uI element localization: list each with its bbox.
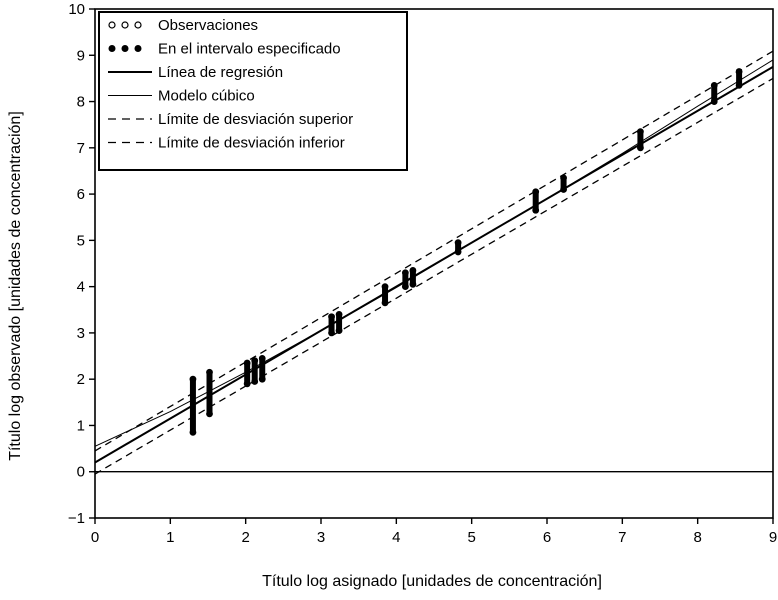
- y-tick-label: 4: [77, 279, 85, 296]
- y-tick-label: 1: [77, 417, 85, 434]
- y-tick-label: 6: [77, 186, 85, 203]
- x-tick-label: 9: [769, 529, 777, 546]
- filled-circle-icon: [108, 45, 116, 52]
- x-tick-label: 2: [241, 529, 249, 546]
- x-axis-label: Título log asignado [unidades de concent…: [262, 573, 602, 590]
- open-circle-icon: [108, 21, 116, 29]
- y-tick-label: 9: [77, 47, 85, 64]
- in-range-point: [243, 359, 251, 367]
- legend-item: Observaciones: [108, 17, 258, 34]
- y-tick-label: −1: [68, 510, 85, 527]
- plot-frame: [94, 8, 774, 519]
- y-tick-label: 2: [77, 371, 85, 388]
- in-range-point: [206, 410, 213, 418]
- filled-circle-icon: [121, 45, 129, 52]
- axes-layer: 0 1 2 3 4 5 6 7 8 9 −1 0 1 2 3 4 5 6 7 8 9 10: [68, 1, 777, 546]
- in-range-point: [189, 428, 197, 436]
- lower-deviation-limit-line: [94, 77, 774, 475]
- in-range-point: [532, 188, 540, 196]
- in-range-point: [401, 269, 409, 277]
- legend-label: Observaciones: [158, 17, 258, 34]
- legend-item: Línea de regresión: [108, 64, 283, 81]
- in-range-point: [328, 313, 335, 321]
- in-range-point: [532, 206, 540, 214]
- in-range-point: [454, 239, 462, 247]
- open-circle-icon: [121, 21, 129, 29]
- x-tick-label: 1: [166, 529, 174, 546]
- filled-circle-icon: [134, 45, 142, 52]
- open-circle-icon: [134, 21, 142, 29]
- in-range-point: [409, 267, 417, 274]
- y-tick-label: 7: [77, 140, 85, 157]
- in-range-point: [335, 311, 343, 318]
- y-tick-label: 10: [68, 1, 85, 18]
- in-range-point: [258, 354, 266, 362]
- lines-layer: [94, 50, 774, 475]
- y-tick-label: 5: [77, 232, 85, 249]
- in-range-point: [710, 81, 718, 89]
- in-range-point: [258, 375, 266, 383]
- legend-box: [98, 11, 408, 171]
- legend-label: Modelo cúbico: [158, 88, 255, 105]
- x-tick-label: 4: [392, 529, 400, 546]
- legend-item: En el intervalo especificado: [108, 41, 341, 58]
- y-axis-label: Título log observado [unidades de concen…: [7, 111, 24, 461]
- in-range-point: [206, 368, 213, 376]
- legend-item: Límite de desviación superior: [108, 111, 353, 128]
- x-tick-label: 6: [543, 529, 551, 546]
- legend-item: Límite de desviación inferior: [108, 135, 345, 152]
- in-range-point: [401, 283, 409, 291]
- x-tick-label: 5: [467, 529, 475, 546]
- in-range-point: [381, 283, 389, 291]
- x-tick-label: 7: [618, 529, 626, 546]
- legend-label: Línea de regresión: [158, 64, 283, 81]
- x-tick-label: 0: [91, 529, 99, 546]
- legend-item: Modelo cúbico: [108, 88, 255, 105]
- y-tick-label: 0: [77, 464, 85, 481]
- x-tick-label: 3: [317, 529, 325, 546]
- legend: Observaciones En el intervalo especificad…: [98, 11, 408, 171]
- x-tick-label: 8: [693, 529, 701, 546]
- y-tick-label: 8: [77, 94, 85, 111]
- in-range-point: [409, 280, 417, 288]
- cubic-model-line: [94, 59, 774, 447]
- legend-label: En el intervalo especificado: [158, 41, 341, 58]
- in-range-point: [637, 128, 644, 136]
- in-range-point: [251, 357, 259, 365]
- legend-label: Límite de desviación inferior: [158, 135, 345, 152]
- in-range-point: [189, 375, 197, 383]
- y-tick-label: 3: [77, 325, 85, 342]
- legend-label: Límite de desviación superior: [158, 111, 353, 128]
